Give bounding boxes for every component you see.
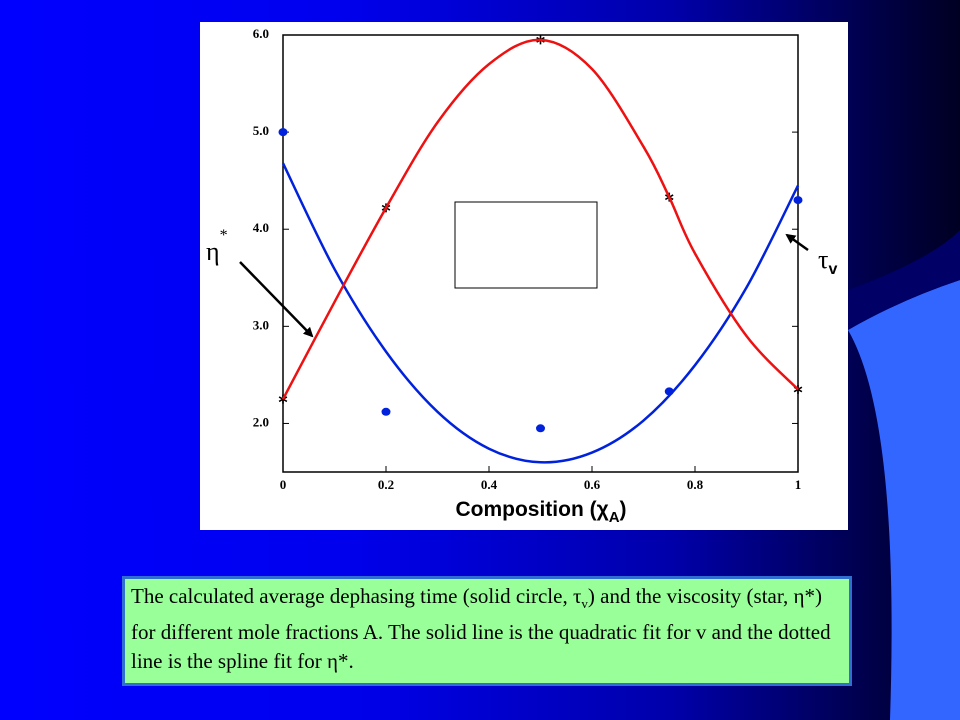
caption: The calculated average dephasing time (s… — [122, 576, 852, 686]
x-axis-label: Composition (χA) — [455, 498, 626, 526]
annotation-arrow — [239, 261, 314, 338]
decor-shape — [848, 280, 960, 720]
x-tick-label: 0 — [280, 477, 287, 492]
series-line — [281, 162, 800, 464]
y-tick-label: 6.0 — [253, 26, 269, 41]
data-point — [278, 394, 288, 404]
x-tick-label: 0.2 — [378, 477, 394, 492]
annotation-arrow — [785, 233, 809, 252]
x-tick-label: 0.8 — [687, 477, 704, 492]
y-tick-label: 4.0 — [253, 220, 269, 235]
series-line — [281, 38, 799, 400]
x-tick-label: 0.6 — [584, 477, 601, 492]
plot-frame — [282, 34, 799, 473]
data-point — [278, 128, 288, 137]
data-point — [536, 424, 545, 433]
y-tick-label: 3.0 — [253, 317, 269, 332]
annotation: τv — [818, 245, 837, 278]
decor-shape — [848, 230, 960, 330]
data-point — [381, 407, 391, 416]
data-point — [793, 196, 803, 205]
x-tick-label: 1 — [795, 477, 802, 492]
y-tick-label: 5.0 — [253, 123, 269, 138]
y-tick-label: 2.0 — [253, 414, 269, 429]
x-tick-label: 0.4 — [481, 477, 498, 492]
annotation: η* — [206, 227, 228, 266]
legend-box — [454, 201, 598, 289]
